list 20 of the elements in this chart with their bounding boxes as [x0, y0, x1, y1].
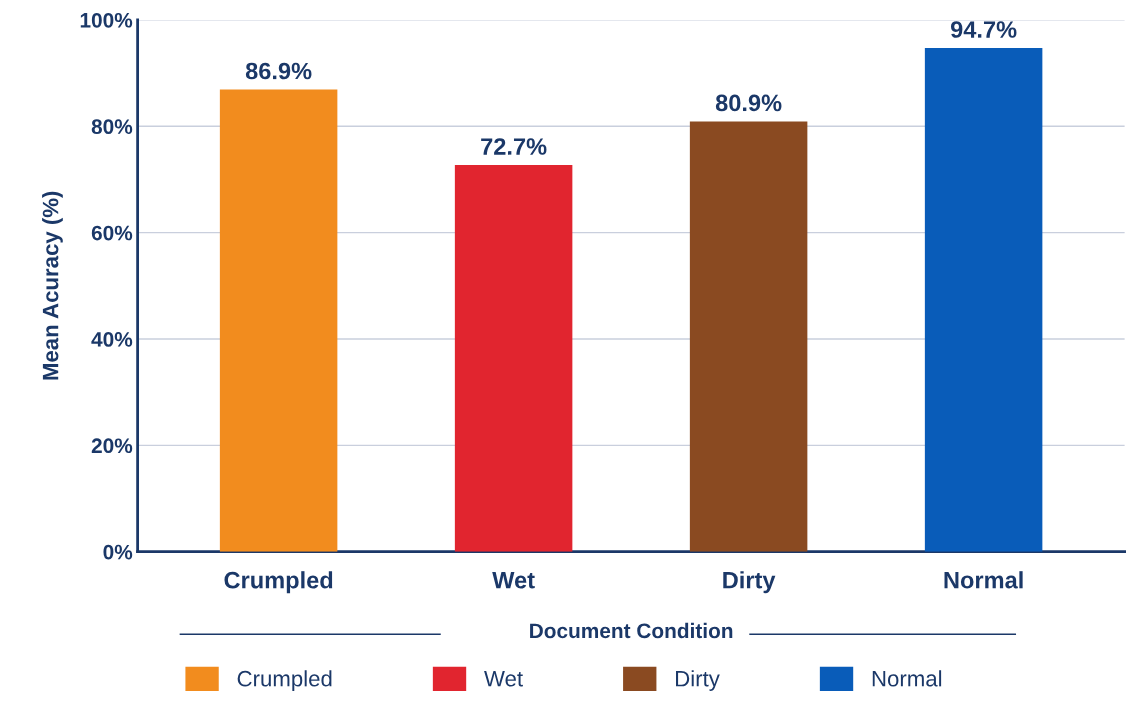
y-tick-label: 80%: [91, 119, 133, 135]
legend-label: Dirty: [676, 670, 720, 691]
x-tick-label: Dirty: [723, 571, 776, 594]
legend-label: Normal: [872, 670, 942, 687]
y-axis-title: Mean Acuracy (%): [42, 191, 63, 380]
data-label: 94.7%: [950, 21, 1017, 38]
y-tick-label: 0%: [103, 544, 133, 560]
y-tick-label: 100%: [80, 12, 133, 28]
y-tick-label: 20%: [91, 438, 133, 454]
x-axis-title: Document Condition: [530, 622, 733, 639]
y-tick-label: 40%: [91, 332, 133, 347]
x-tick-label: Crumpled: [224, 571, 333, 594]
x-tick-label: Wet: [492, 572, 535, 589]
y-tick-label: 60%: [91, 225, 133, 241]
x-tick-label: Normal: [944, 571, 1023, 589]
data-label: 86.9%: [245, 62, 312, 80]
legend-label: Crumpled: [237, 670, 332, 691]
data-label: 72.7%: [481, 138, 547, 155]
data-label: 80.9%: [715, 94, 782, 112]
legend-label: Wet: [484, 671, 523, 687]
